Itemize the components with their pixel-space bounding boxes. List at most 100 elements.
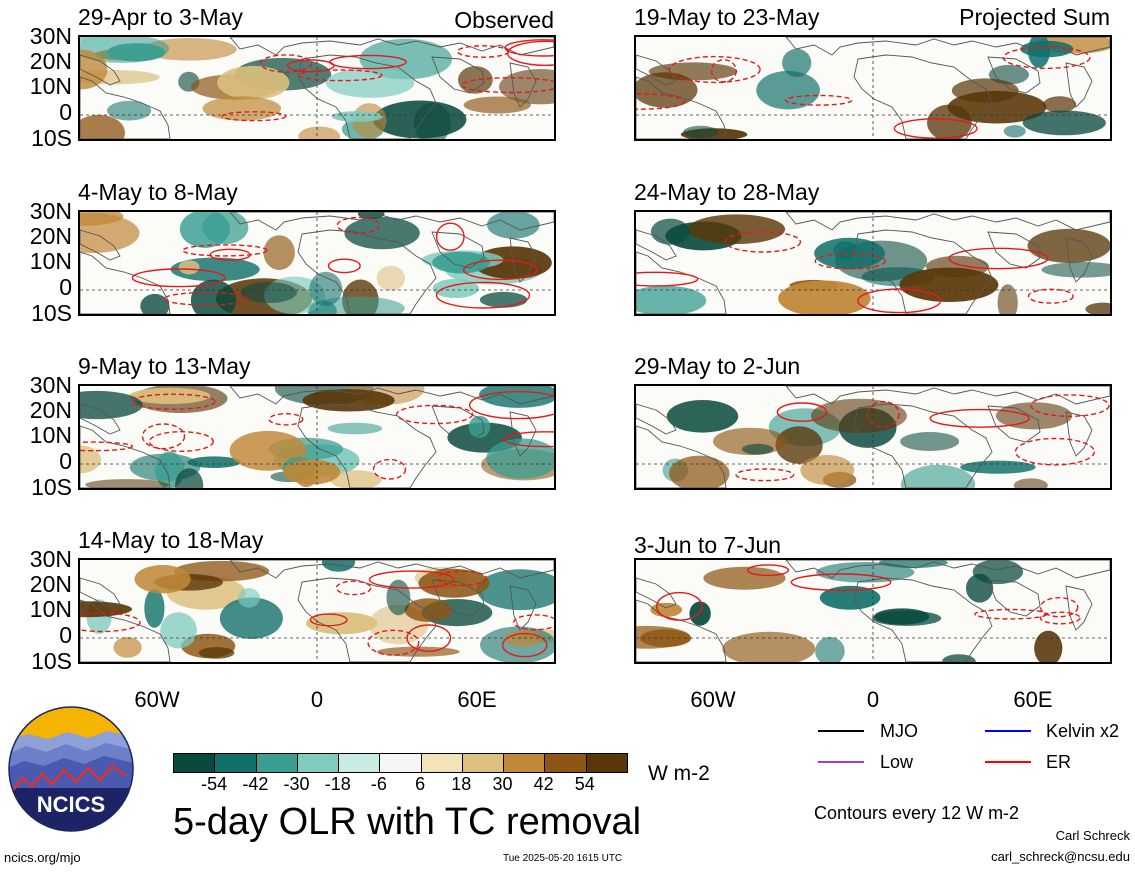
coastline — [229, 560, 554, 579]
coastline — [431, 56, 485, 94]
olr-anomaly-area — [129, 387, 211, 404]
olr-anomaly-area — [198, 647, 235, 659]
coastline — [636, 229, 677, 261]
olr-anomaly-area — [899, 267, 999, 302]
coastline — [636, 599, 727, 662]
olr-anomaly-area — [650, 218, 690, 245]
er-contour — [462, 259, 539, 281]
coastline — [297, 403, 437, 488]
lat-label: 10N — [29, 596, 72, 622]
lat-label: 30N — [29, 546, 72, 572]
coastline — [636, 403, 677, 435]
olr-anomaly-area — [925, 255, 989, 278]
er-contour — [395, 404, 474, 425]
coastline — [80, 54, 121, 86]
map-artwork — [80, 212, 554, 314]
legend-swatch-mjo — [818, 730, 864, 732]
er-contour — [181, 244, 268, 257]
coastline — [636, 425, 727, 488]
er-contour — [929, 408, 1031, 428]
er-contour — [1039, 597, 1079, 618]
map-artwork — [636, 560, 1110, 662]
panel-title: 19-May to 23-May — [634, 4, 820, 30]
legend-swatch-er — [985, 761, 1031, 763]
er-contour — [636, 93, 685, 110]
olr-anomaly-area — [636, 285, 707, 314]
coastline — [297, 54, 437, 139]
colorbar-swatch — [297, 754, 340, 772]
er-contour — [735, 468, 795, 482]
olr-anomaly-area — [263, 235, 295, 270]
er-contour — [336, 216, 380, 234]
lat-label: 0 — [59, 448, 72, 474]
er-contour — [974, 608, 1048, 620]
coastline — [509, 237, 537, 283]
olr-map-panel — [634, 210, 1112, 316]
map-artwork — [636, 37, 1110, 139]
colorbar-swatch — [462, 754, 505, 772]
er-contour — [636, 271, 699, 287]
olr-anomaly-area — [113, 637, 142, 658]
olr-anomaly-area — [683, 125, 719, 139]
er-contour — [1002, 46, 1091, 70]
coastline — [80, 251, 171, 314]
colorbar-tick: 6 — [415, 774, 426, 794]
colorbar-swatch — [215, 754, 257, 772]
olr-anomaly-area — [160, 612, 197, 649]
er-contour — [893, 118, 978, 139]
colorbar-unit: W m-2 — [648, 762, 710, 785]
olr-anomaly-area — [666, 400, 739, 433]
er-contour — [80, 612, 141, 633]
olr-anomaly-area — [815, 636, 845, 662]
legend-label-kelvin: Kelvin x2 — [1046, 721, 1120, 741]
er-contour — [260, 54, 313, 73]
olr-anomaly-area — [178, 260, 200, 275]
olr-anomaly-area — [237, 588, 260, 608]
olr-anomaly-area — [951, 78, 1019, 103]
olr-anomaly-area — [432, 251, 490, 274]
map-artwork — [636, 386, 1110, 488]
olr-anomaly-area — [327, 422, 383, 435]
olr-anomaly-area — [432, 278, 479, 299]
ncics-logo: NCICS — [8, 706, 134, 832]
lat-label: 10S — [31, 125, 72, 151]
olr-map-panel — [634, 35, 1112, 141]
panel-title: 4-May to 8-May — [78, 179, 238, 205]
lon-label: 60W — [690, 687, 736, 712]
er-contour — [506, 40, 554, 66]
coastline — [1065, 237, 1093, 283]
er-contour — [309, 613, 348, 627]
lat-label: 30N — [29, 372, 72, 398]
olr-anomaly-area — [187, 456, 241, 468]
olr-anomaly-area — [1034, 630, 1063, 662]
lon-label: 0 — [310, 687, 324, 712]
er-contour — [790, 573, 892, 592]
timestamp: Tue 2025-05-20 1615 UTC — [503, 853, 623, 864]
lat-label: 20N — [29, 48, 72, 74]
er-contour — [435, 281, 531, 309]
lat-label: 20N — [29, 223, 72, 249]
coastline — [509, 62, 537, 108]
olr-anomaly-area — [486, 438, 554, 479]
olr-anomaly-area — [298, 126, 341, 139]
olr-anomaly-area — [134, 565, 191, 594]
olr-map-panel — [78, 35, 556, 141]
coastline — [509, 411, 537, 457]
map-artwork — [636, 212, 1110, 314]
er-contour — [437, 570, 488, 587]
olr-map-panel — [634, 384, 1112, 490]
olr-anomaly-area — [900, 432, 960, 451]
olr-anomaly-area — [321, 560, 356, 572]
olr-anomaly-area — [404, 598, 453, 622]
coastline — [1065, 62, 1093, 108]
er-contour — [513, 614, 554, 631]
map-artwork — [80, 560, 554, 662]
coastline — [853, 403, 993, 488]
coastline — [785, 37, 1110, 56]
er-contour — [141, 423, 186, 450]
olr-anomaly-area — [810, 398, 907, 433]
er-contour — [746, 564, 790, 577]
olr-anomaly-area — [1041, 262, 1110, 278]
logo-text: NCICS — [37, 792, 105, 817]
legend-label-mjo: MJO — [880, 721, 918, 741]
